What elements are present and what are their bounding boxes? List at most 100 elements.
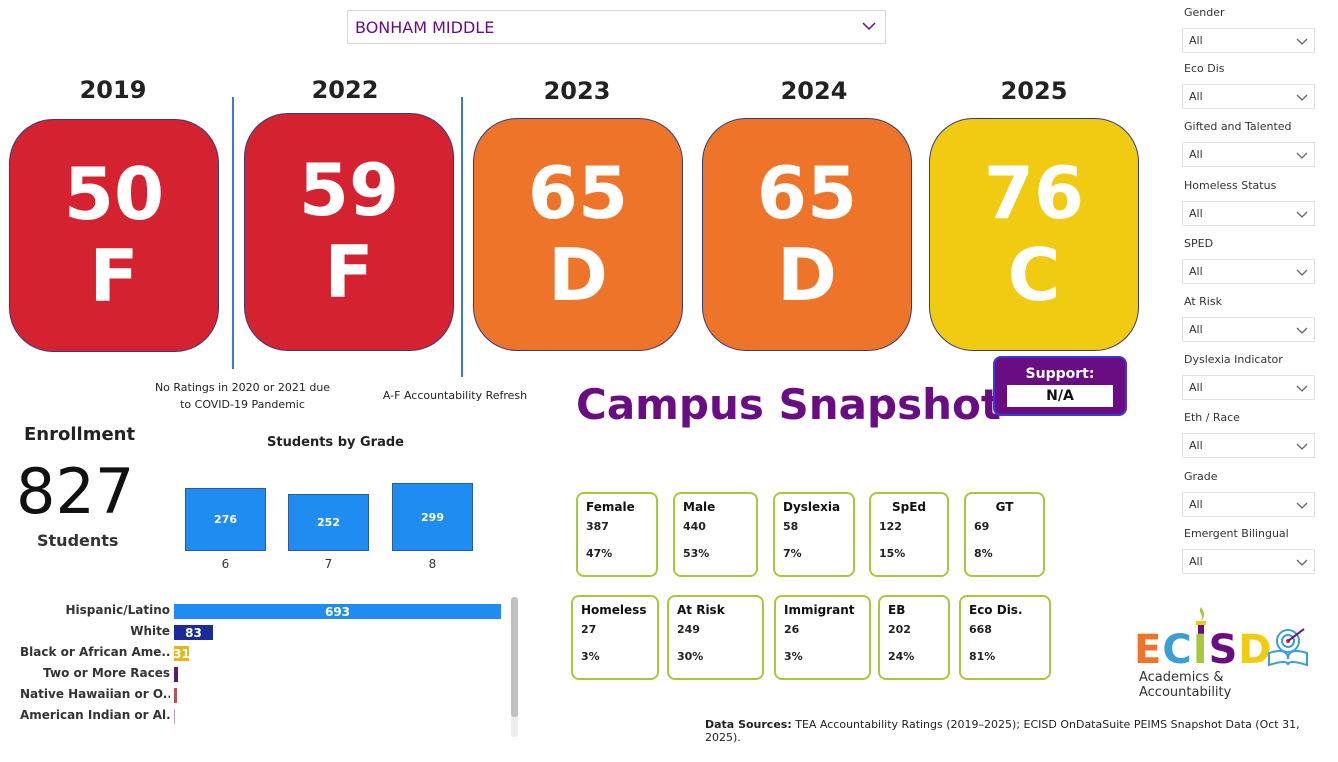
filter-dropdown-eco-dis[interactable]: All — [1182, 84, 1315, 109]
pandemic-note-line1: No Ratings in 2020 or 2021 due — [154, 381, 331, 394]
logo-letter: C — [1162, 627, 1193, 673]
rating-grade: C — [1007, 232, 1061, 317]
rating-grade: D — [777, 232, 837, 317]
race-bar[interactable]: 31 — [173, 646, 190, 661]
chevron-down-icon — [1296, 152, 1308, 159]
logo-subtitle: Academics & Accountability — [1139, 670, 1232, 700]
stat-card-homeless: Homeless 27 3% — [571, 595, 659, 680]
stat-count: 249 — [677, 623, 700, 636]
grade-bar[interactable]: 299 — [392, 483, 473, 551]
stat-count: 202 — [888, 623, 911, 636]
filter-dropdown-gifted-and-talented[interactable]: All — [1182, 142, 1315, 167]
logo-letter: E — [1134, 627, 1163, 673]
stat-percent: 15% — [879, 547, 906, 560]
rating-card-2024: 65 D — [702, 118, 912, 351]
race-bar[interactable] — [174, 688, 177, 703]
filter-label-gender: Gender — [1184, 6, 1225, 19]
stat-percent: 3% — [784, 650, 803, 663]
stat-percent: 8% — [974, 547, 993, 560]
grade-bar-value: 252 — [317, 516, 340, 529]
stat-count: 26 — [784, 623, 800, 636]
race-axis-label: Black or African Ame... — [20, 645, 170, 659]
race-bar-value: 31 — [173, 646, 190, 661]
filter-dropdown-dyslexia-indicator[interactable]: All — [1182, 375, 1315, 400]
grade-chart-title: Students by Grade — [267, 435, 404, 450]
filter-dropdown-grade[interactable]: All — [1182, 492, 1315, 517]
stat-card-gt: GT 69 8% — [964, 492, 1045, 577]
race-chart-scrollbar[interactable] — [511, 597, 518, 717]
divider-pandemic — [232, 97, 234, 369]
logo-letter: S — [1208, 627, 1239, 673]
rating-grade: D — [548, 232, 608, 317]
enrollment-unit: Students — [37, 531, 119, 550]
filter-dropdown-eth-race[interactable]: All — [1182, 433, 1315, 458]
campus-dropdown[interactable]: BONHAM MIDDLE — [347, 10, 886, 44]
race-bar[interactable]: 693 — [174, 604, 501, 619]
chevron-down-icon — [1296, 502, 1308, 509]
race-axis-label: Native Hawaiian or O... — [20, 687, 170, 701]
chevron-down-icon — [1296, 94, 1308, 101]
stat-label: At Risk — [677, 603, 725, 617]
year-2025: 2025 — [1000, 77, 1068, 105]
filter-label-homeless-status: Homeless Status — [1184, 179, 1277, 192]
race-axis-label: American Indian or Al... — [20, 708, 170, 722]
filter-label-emergent-bilingual: Emergent Bilingual — [1184, 527, 1289, 540]
pandemic-note-line2: to COVID-19 Pandemic — [180, 398, 305, 411]
campus-selected-value: BONHAM MIDDLE — [355, 17, 495, 37]
filter-label-at-risk: At Risk — [1184, 295, 1222, 308]
stat-card-eco-dis: Eco Dis. 668 81% — [959, 595, 1051, 680]
race-bar[interactable]: 83 — [174, 625, 213, 640]
filter-dropdown-homeless-status[interactable]: All — [1182, 201, 1315, 226]
filter-dropdown-sped[interactable]: All — [1182, 259, 1315, 284]
enrollment-title: Enrollment — [24, 424, 136, 445]
stat-count: 387 — [586, 520, 609, 533]
stat-card-male: Male 440 53% — [673, 492, 758, 577]
stat-label: GT — [995, 500, 1014, 514]
stat-label: Male — [683, 500, 716, 514]
filter-label-gifted-and-talented: Gifted and Talented — [1184, 120, 1292, 133]
stat-percent: 7% — [783, 547, 802, 560]
book-target-icon — [1268, 628, 1308, 667]
race-bar-value: 83 — [185, 625, 202, 640]
support-box: Support: N/A — [993, 356, 1127, 416]
race-bar[interactable] — [174, 667, 178, 682]
filter-label-eth-race: Eth / Race — [1184, 411, 1240, 424]
race-axis-label: White — [130, 624, 170, 638]
data-sources: Data Sources: TEA Accountability Ratings… — [705, 718, 1338, 744]
logo-letter: D — [1238, 627, 1273, 673]
filter-label-grade: Grade — [1184, 470, 1218, 483]
rating-score: 65 — [527, 150, 629, 235]
grade-bar-value: 276 — [214, 513, 237, 526]
stat-card-dyslexia: Dyslexia 58 7% — [773, 492, 855, 577]
grade-axis-label: 8 — [428, 557, 437, 571]
filter-label-eco-dis: Eco Dis — [1184, 62, 1225, 75]
chevron-down-icon — [1296, 443, 1308, 450]
refresh-note: A-F Accountability Refresh — [382, 389, 528, 402]
stat-count: 27 — [581, 623, 597, 636]
stat-card-immigrant: Immigrant 26 3% — [774, 595, 871, 680]
grade-bar[interactable]: 252 — [288, 494, 369, 551]
filter-value: All — [1189, 207, 1203, 220]
stat-percent: 30% — [677, 650, 704, 663]
stat-percent: 3% — [581, 650, 600, 663]
stat-label: EB — [888, 603, 906, 617]
stat-label: Homeless — [581, 603, 647, 617]
year-2019: 2019 — [79, 76, 147, 104]
year-2023: 2023 — [543, 77, 611, 105]
grade-bar[interactable]: 276 — [185, 488, 266, 551]
stat-count: 69 — [974, 520, 990, 533]
stat-label: Dyslexia — [783, 500, 841, 514]
sources-label: Data Sources: — [705, 718, 792, 731]
rating-score: 59 — [298, 148, 400, 232]
filter-dropdown-at-risk[interactable]: All — [1182, 317, 1315, 342]
enrollment-count: 827 — [16, 455, 135, 528]
grade-bar-value: 299 — [421, 510, 444, 524]
filter-dropdown-gender[interactable]: All — [1182, 28, 1315, 53]
chevron-down-icon — [1296, 385, 1308, 392]
chevron-down-icon — [1296, 38, 1308, 45]
chevron-down-icon — [1296, 559, 1308, 566]
race-bar[interactable] — [174, 709, 175, 724]
stat-card-at-risk: At Risk 249 30% — [667, 595, 764, 680]
filter-dropdown-emergent-bilingual[interactable]: All — [1182, 549, 1315, 574]
torch-icon — [1196, 607, 1206, 635]
